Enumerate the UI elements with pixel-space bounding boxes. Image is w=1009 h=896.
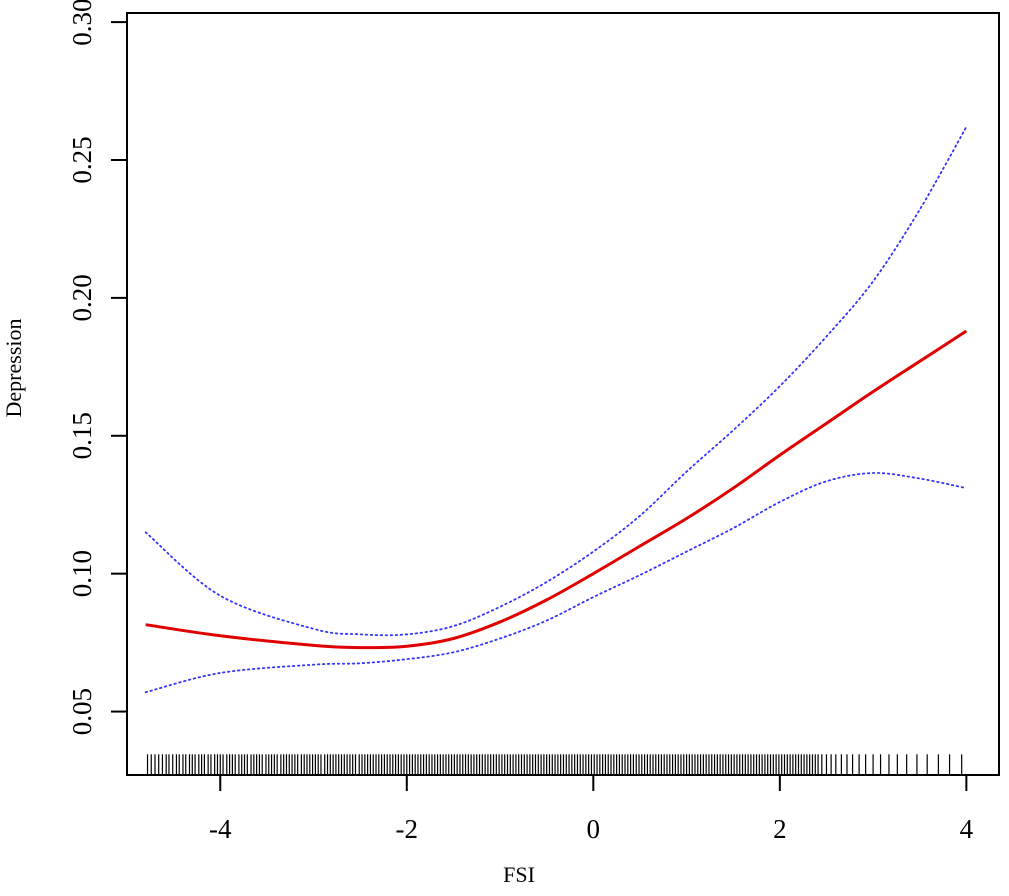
x-axis: -4 -2 0 2 4 (209, 774, 974, 844)
x-tick-label: -2 (396, 814, 419, 844)
x-axis-title: FSI (503, 862, 535, 887)
series-line-lower (144, 472, 968, 694)
y-tick-label: 0.25 (67, 136, 97, 183)
series-lines (144, 126, 968, 694)
rug (146, 754, 963, 775)
x-tick-label: 0 (587, 814, 601, 844)
y-tick-label: 0.05 (67, 688, 97, 735)
y-tick-label: 0.10 (67, 550, 97, 597)
y-axis-title: Depression (1, 319, 26, 418)
y-axis: 0.05 0.10 0.15 0.20 0.25 0.30 (67, 0, 128, 735)
y-tick-label: 0.15 (67, 412, 97, 459)
x-tick-label: -4 (209, 814, 232, 844)
x-tick-label: 2 (773, 814, 787, 844)
y-tick-label: 0.20 (67, 274, 97, 321)
series-line-upper (144, 126, 968, 637)
y-tick-label: 0.30 (67, 0, 97, 46)
x-tick-label: 4 (960, 814, 974, 844)
series-line-estimate (145, 329, 968, 650)
